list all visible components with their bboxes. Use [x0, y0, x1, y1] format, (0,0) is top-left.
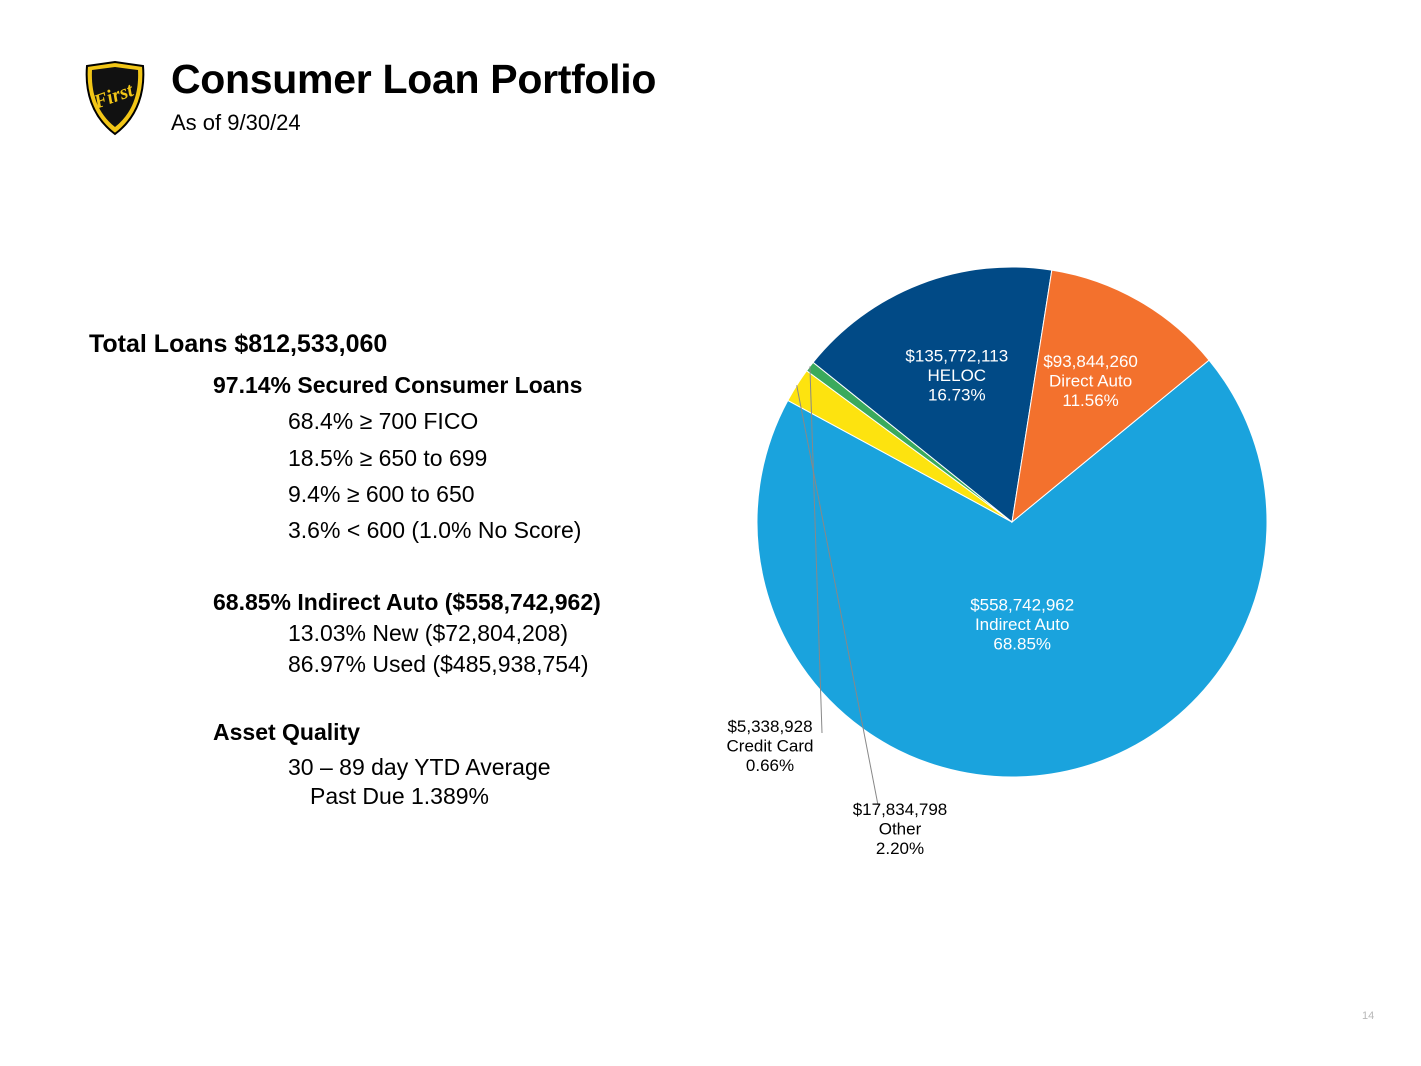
slice-percent: 16.73% [928, 385, 986, 404]
slice-amount: $135,772,113 [905, 346, 1008, 365]
slice-percent: 11.56% [1062, 391, 1118, 410]
slice-label-heloc: $135,772,113 HELOC 16.73% [905, 346, 1008, 404]
slice-category: Direct Auto [1049, 371, 1132, 390]
indirect-heading: 68.85% Indirect Auto ($558,742,962) [213, 589, 601, 615]
fico-line-3: 9.4% ≥ 600 to 650 [288, 481, 475, 507]
indirect-used-line: 86.97% Used ($485,938,754) [288, 651, 589, 677]
secured-heading: 97.14% Secured Consumer Loans [213, 372, 583, 398]
fico-line-2: 18.5% ≥ 650 to 699 [288, 445, 488, 471]
slice-category: Indirect Auto [975, 615, 1070, 634]
slice-label-indirect-auto: $558,742,962 Indirect Auto 68.85% [970, 596, 1074, 654]
pie-slice-indirect-auto [756, 359, 1268, 778]
pie-slice-heloc [812, 266, 1053, 523]
pie-slice-direct-auto [1011, 269, 1210, 524]
slice-label-credit-card: $5,338,928 Credit Card 0.66% [727, 717, 814, 775]
slice-label-other: $17,834,798 Other 2.20% [853, 800, 948, 858]
company-logo: First [85, 60, 145, 136]
leader-line-credit-card [809, 366, 823, 734]
page-number: 14 [1362, 1010, 1375, 1022]
fico-line-1: 68.4% ≥ 700 FICO [288, 408, 479, 434]
slice-amount: $5,338,928 [727, 717, 812, 736]
total-loans: Total Loans $812,533,060 [89, 330, 388, 358]
slice-percent: 2.20% [876, 839, 924, 858]
asset-quality-line-2: Past Due 1.389% [310, 783, 490, 809]
asset-quality-heading: Asset Quality [213, 719, 360, 745]
slice-category: HELOC [928, 366, 987, 385]
fico-line-4: 3.6% < 600 (1.0% No Score) [288, 517, 582, 543]
slice-category: Credit Card [727, 737, 814, 756]
page-title: Consumer Loan Portfolio [171, 56, 657, 102]
indirect-new-line: 13.03% New ($72,804,208) [288, 620, 569, 646]
slice-percent: 0.66% [746, 756, 794, 775]
asset-quality-line-1: 30 – 89 day YTD Average [288, 754, 551, 780]
leader-line-other [796, 385, 879, 806]
slice-label-direct-auto: $93,844,260 Direct Auto 11.56% [1043, 352, 1138, 410]
slice-percent: 68.85% [993, 635, 1051, 654]
slice-amount: $93,844,260 [1043, 352, 1138, 371]
slice-amount: $558,742,962 [970, 596, 1074, 615]
slice-amount: $17,834,798 [853, 800, 948, 819]
page-subtitle: As of 9/30/24 [171, 110, 301, 135]
loan-portfolio-pie-chart: $558,742,962 Indirect Auto 68.85% $17,834,7… [727, 266, 1268, 858]
slice-category: Other [879, 820, 922, 839]
